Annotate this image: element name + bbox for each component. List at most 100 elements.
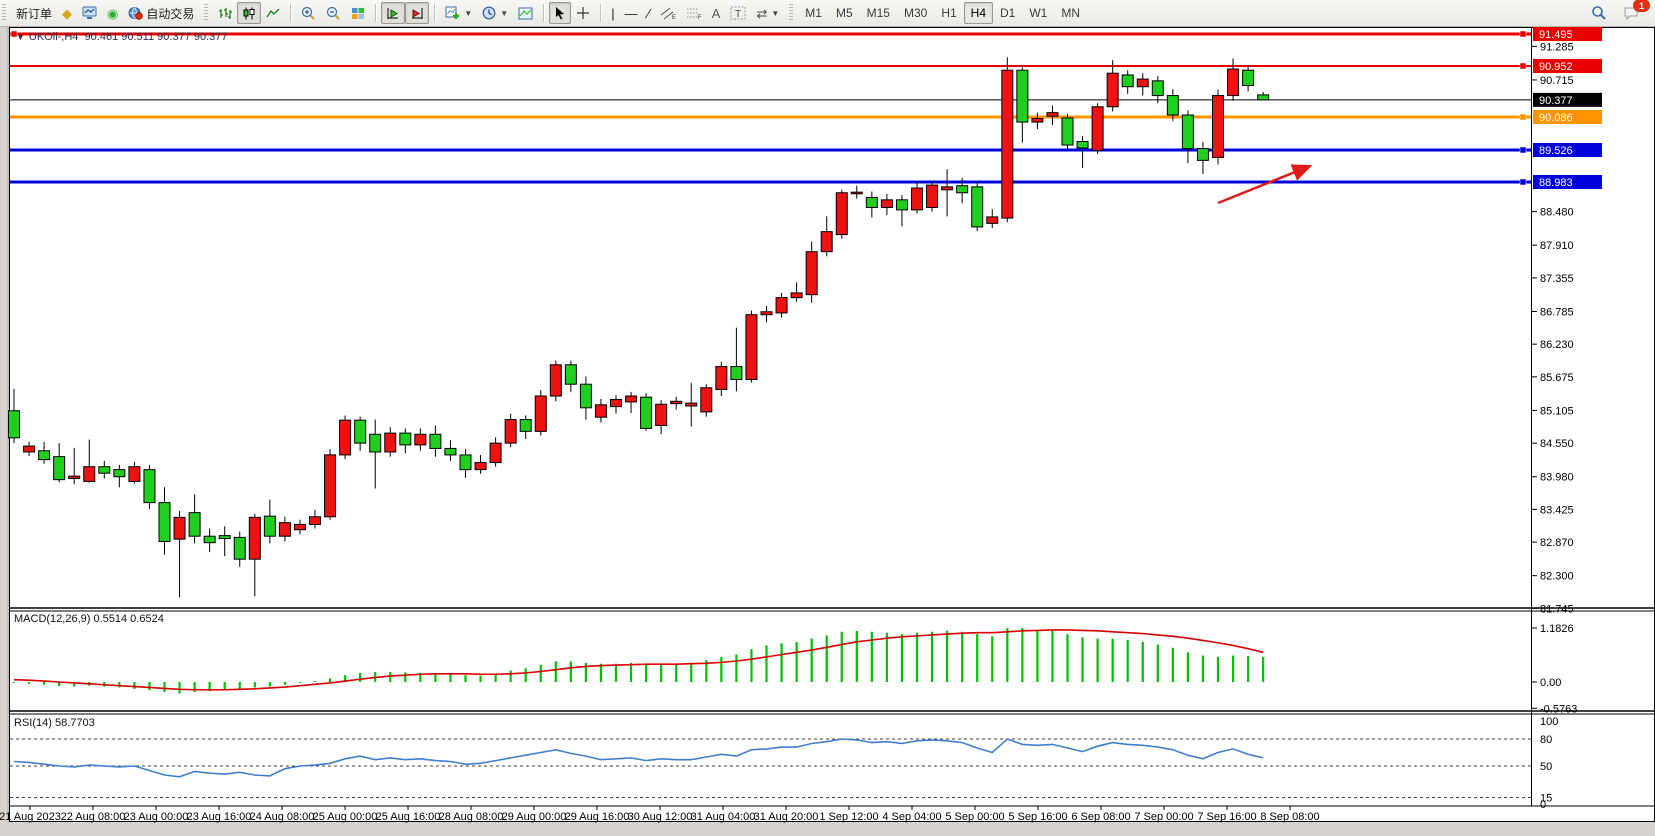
trendline-icon: ∕ (647, 5, 650, 21)
channel-button[interactable]: E (655, 2, 681, 24)
timeframe-mn-button[interactable]: MN (1061, 6, 1081, 20)
arrow-annotation[interactable] (1217, 164, 1313, 205)
new-order-button[interactable]: 新订单 (11, 2, 57, 24)
line-chart-icon (266, 8, 280, 17)
horizontal-line-button[interactable]: — (620, 2, 643, 24)
horizontal-line-objects[interactable] (10, 30, 1531, 186)
candle (1257, 94, 1270, 101)
crosshair-button[interactable] (571, 2, 595, 24)
hline-handle[interactable] (1519, 146, 1527, 154)
timeframe-m5-button[interactable]: M5 (835, 6, 853, 20)
toolbar-grip[interactable] (2, 4, 6, 22)
search-button[interactable] (1586, 2, 1612, 24)
dropdown-arrow-icon: ▼ (500, 8, 509, 18)
timeframe-m15-button[interactable]: M15 (866, 6, 890, 20)
timeframe-w1-button[interactable]: W1 (1029, 6, 1048, 20)
candle (790, 292, 803, 299)
indicators-button[interactable]: ▼ (440, 2, 477, 24)
svg-text:30 Aug 12:00: 30 Aug 12:00 (628, 811, 693, 823)
svg-text:91.285: 91.285 (1540, 41, 1574, 53)
chart-shift-icon (412, 7, 423, 19)
candle (459, 454, 472, 471)
candlestick-chart-button[interactable] (237, 2, 262, 24)
auto-trading-label: 自动交易 (146, 6, 195, 21)
fibonacci-button[interactable]: F (681, 2, 707, 24)
candles-layer (8, 57, 1270, 598)
zoom-in-button[interactable] (296, 2, 321, 24)
svg-text:1.1826: 1.1826 (1540, 623, 1574, 635)
text-label-icon: T (730, 6, 746, 20)
candle (895, 199, 908, 211)
toolbar-grip[interactable] (204, 4, 209, 22)
svg-text:25 Aug 00:00: 25 Aug 00:00 (313, 811, 378, 823)
arrows-button[interactable]: ⇄ ▼ (751, 2, 784, 24)
bar-chart-button[interactable] (213, 2, 237, 24)
hline-handle[interactable] (1519, 62, 1527, 70)
candle (655, 403, 668, 426)
timeframe-d1-button[interactable]: D1 (1000, 6, 1016, 20)
svg-text:6 Sep 08:00: 6 Sep 08:00 (1071, 811, 1130, 823)
candle (504, 419, 517, 444)
hline-handle[interactable] (1519, 178, 1527, 186)
new-order-label: 新订单 (16, 6, 53, 21)
candle (956, 185, 969, 194)
svg-text:1 Sep 12:00: 1 Sep 12:00 (819, 811, 878, 823)
candle (113, 469, 126, 478)
chart-shift-button[interactable] (405, 2, 430, 24)
hline-handle[interactable] (1519, 113, 1527, 121)
svg-text:91.495: 91.495 (1539, 29, 1573, 41)
candle (534, 395, 547, 432)
text-label-button[interactable]: T (725, 2, 751, 24)
candle (685, 402, 698, 407)
insert-group: ▼ ▼ (437, 1, 541, 25)
trade-group: 新订单 ◆ ◉ 自动交易 (8, 1, 202, 25)
zoom-in-icon (302, 6, 316, 20)
price-axis[interactable]: 91.285 90.715 88.480 87.910 87.355 86.785 86.2… (1531, 27, 1602, 615)
timeframe-m30-button[interactable]: M30 (903, 6, 928, 20)
candle (670, 400, 683, 405)
timeframe-h1-button[interactable]: H1 (941, 6, 957, 20)
candle (143, 469, 156, 504)
notifications-button[interactable]: 1 (1618, 0, 1650, 24)
candle (594, 404, 607, 418)
candle (489, 442, 502, 464)
candle (83, 466, 96, 482)
cursor-button[interactable] (549, 2, 572, 24)
svg-text:87.355: 87.355 (1540, 273, 1574, 285)
svg-text:T: T (735, 9, 741, 20)
vertical-line-button[interactable]: | (606, 2, 619, 24)
templates-button[interactable] (513, 2, 538, 24)
candle (1076, 141, 1089, 149)
auto-trading-button[interactable]: 自动交易 (123, 2, 199, 24)
text-button[interactable]: A (707, 2, 726, 24)
candle (760, 311, 773, 316)
auto-scroll-button[interactable] (381, 2, 406, 24)
timeframe-h4-button[interactable]: H4 (963, 2, 993, 24)
candle (610, 399, 622, 408)
svg-text:90.377: 90.377 (1539, 95, 1573, 107)
svg-text:8 Sep 08:00: 8 Sep 08:00 (1260, 811, 1319, 823)
bar-chart-icon (219, 7, 233, 19)
candle (1121, 74, 1134, 88)
hline-handle[interactable] (1519, 30, 1527, 38)
toolbar-grip[interactable] (789, 4, 794, 22)
tile-windows-button[interactable] (346, 2, 370, 24)
svg-text:31 Aug 20:00: 31 Aug 20:00 (754, 811, 819, 823)
svg-text:84.550: 84.550 (1540, 438, 1574, 450)
hline-handle[interactable] (10, 30, 18, 38)
trendline-button[interactable]: ∕ (643, 2, 655, 24)
candle (1151, 80, 1164, 97)
periods-button[interactable]: ▼ (477, 2, 513, 24)
zoom-out-icon (327, 6, 341, 20)
candlestick-chart-icon (243, 7, 255, 19)
signal-button[interactable]: ◉ (102, 2, 123, 24)
timeframe-m1-button[interactable]: M1 (805, 6, 822, 20)
line-chart-button[interactable] (261, 2, 285, 24)
strategy-tester-button[interactable] (77, 2, 102, 24)
zoom-out-button[interactable] (321, 2, 346, 24)
candle (700, 387, 713, 413)
market-watch-button[interactable]: ◆ (57, 2, 77, 24)
candle (564, 364, 577, 385)
